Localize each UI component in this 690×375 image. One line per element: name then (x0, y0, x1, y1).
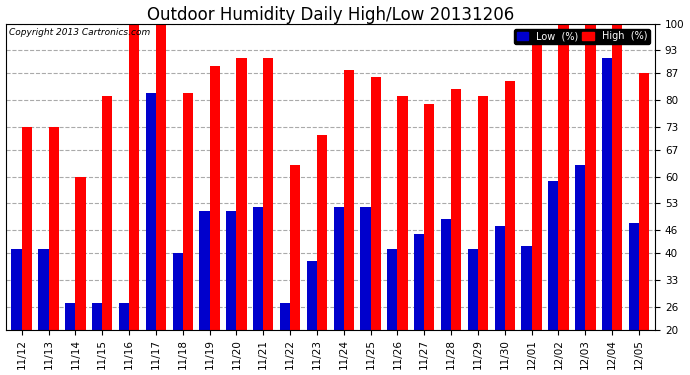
Bar (639, 74, 649, 330)
Bar (253, 207, 263, 330)
Bar (263, 58, 273, 330)
Bar (522, 246, 531, 330)
Bar (441, 219, 451, 330)
Bar (424, 104, 435, 330)
Bar (585, 24, 595, 330)
Bar (21, 127, 32, 330)
Bar (65, 303, 75, 330)
Bar (280, 303, 290, 330)
Bar (575, 165, 585, 330)
Legend: Low  (%), High  (%): Low (%), High (%) (514, 28, 650, 44)
Bar (468, 249, 478, 330)
Bar (558, 24, 569, 330)
Bar (92, 303, 102, 330)
Bar (397, 96, 408, 330)
Title: Outdoor Humidity Daily High/Low 20131206: Outdoor Humidity Daily High/Low 20131206 (147, 6, 514, 24)
Bar (290, 165, 300, 330)
Bar (156, 24, 166, 330)
Bar (12, 249, 21, 330)
Bar (612, 24, 622, 330)
Bar (129, 24, 139, 330)
Bar (360, 207, 371, 330)
Bar (371, 77, 381, 330)
Bar (549, 180, 558, 330)
Bar (199, 211, 210, 330)
Bar (75, 177, 86, 330)
Text: Copyright 2013 Cartronics.com: Copyright 2013 Cartronics.com (9, 28, 150, 37)
Bar (629, 223, 639, 330)
Bar (602, 58, 612, 330)
Bar (531, 43, 542, 330)
Bar (48, 127, 59, 330)
Bar (210, 66, 219, 330)
Bar (119, 303, 129, 330)
Bar (237, 58, 246, 330)
Bar (39, 249, 48, 330)
Bar (317, 135, 327, 330)
Bar (226, 211, 237, 330)
Bar (451, 89, 462, 330)
Bar (414, 234, 424, 330)
Bar (183, 93, 193, 330)
Bar (387, 249, 397, 330)
Bar (333, 207, 344, 330)
Bar (307, 261, 317, 330)
Bar (102, 96, 112, 330)
Bar (495, 226, 505, 330)
Bar (478, 96, 488, 330)
Bar (505, 81, 515, 330)
Bar (344, 70, 354, 330)
Bar (172, 253, 183, 330)
Bar (146, 93, 156, 330)
